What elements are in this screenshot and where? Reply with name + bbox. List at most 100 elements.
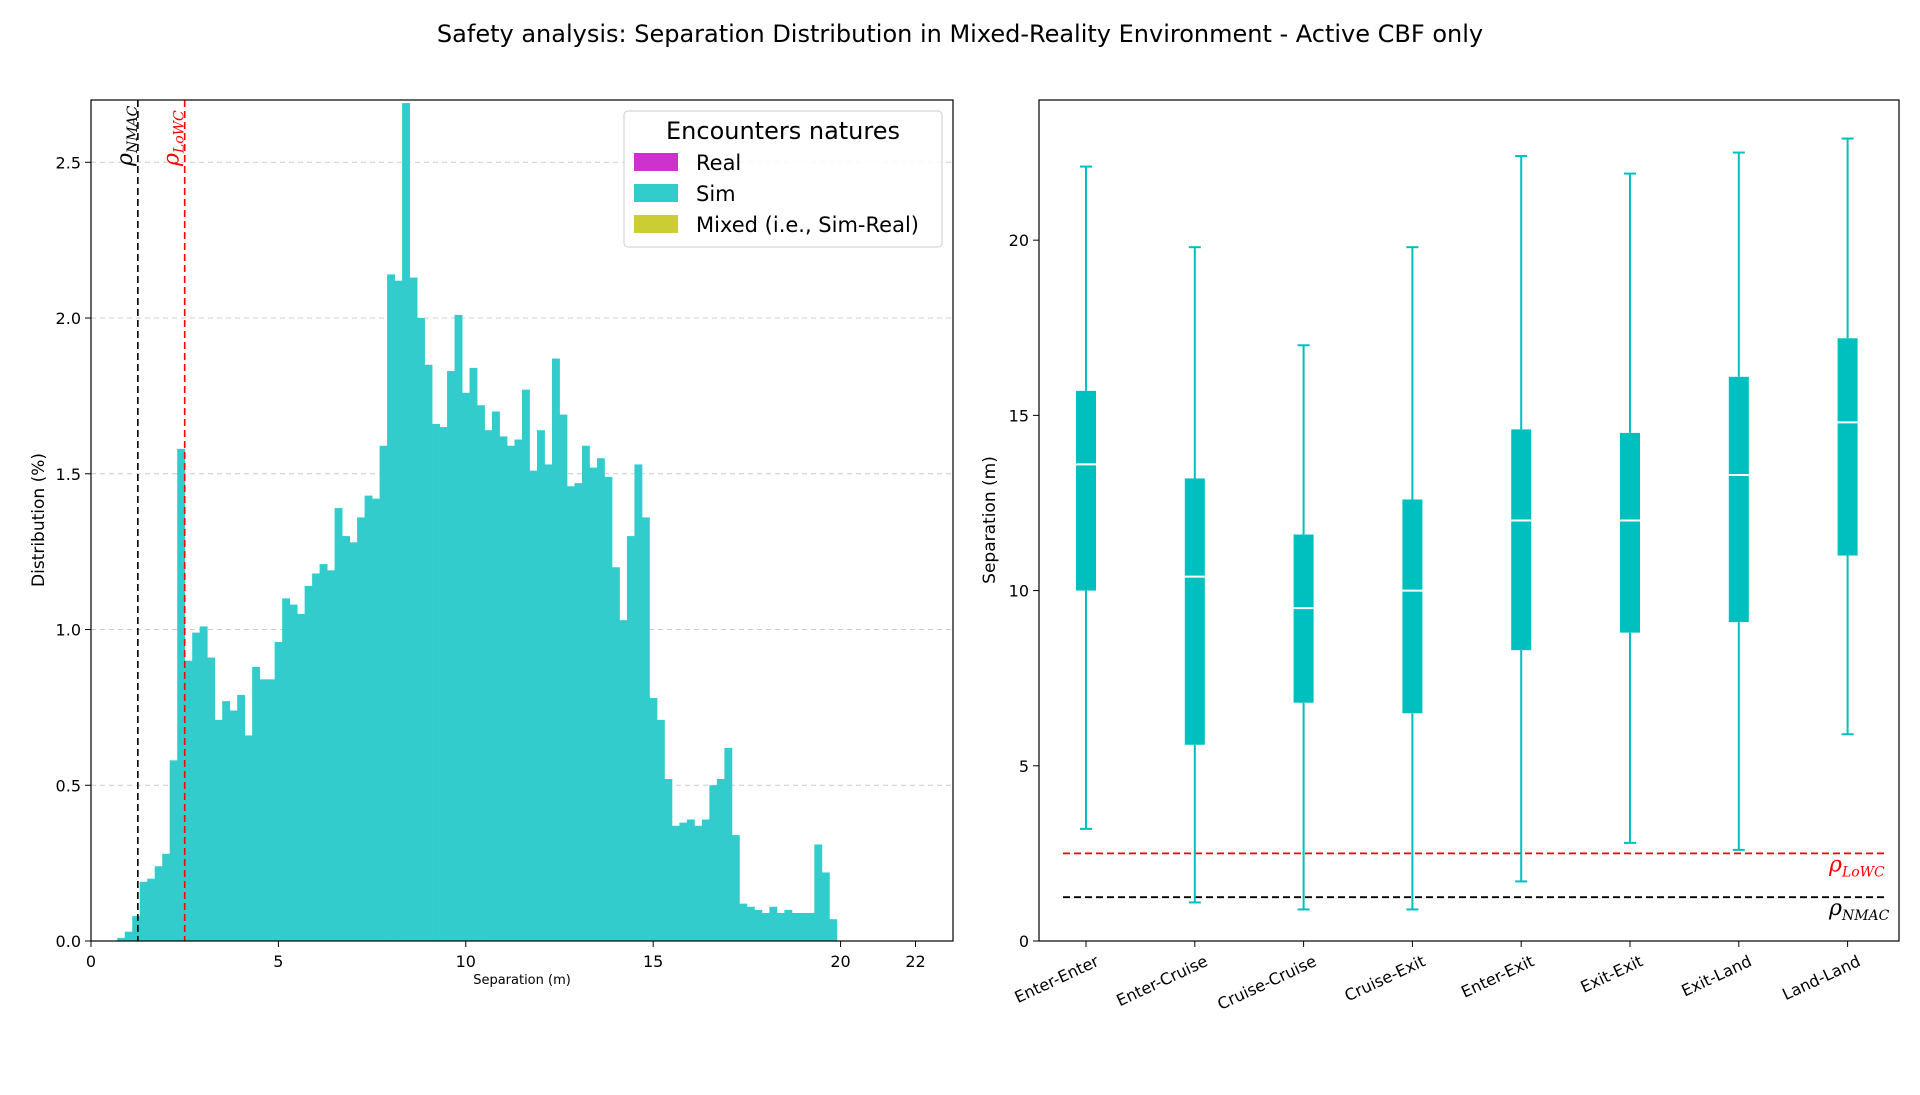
histogram-bar [634,464,643,941]
histogram-x-tick-label: 15 [643,952,663,971]
box-enter-exit [1511,155,1532,883]
histogram-bar [244,735,253,941]
ref-label-lowc: ρLoWC [1828,852,1885,880]
boxplot-category-label: Exit-Exit [1578,951,1646,996]
histogram-bar [536,430,545,941]
histogram-y-label: Distribution (%) [29,453,49,587]
boxplot-category-label: Enter-Cruise [1113,951,1210,1010]
boxplot-frame [1038,99,1900,942]
boxplot-boxes [1076,137,1858,911]
histogram-bar [484,430,493,941]
box-cruise-exit [1402,246,1423,911]
boxplot-y-tick-label: 10 [1009,582,1029,601]
histogram-bar [357,517,365,941]
histogram-x-tick-label: 10 [456,952,476,971]
histogram-bar [274,641,283,941]
histogram-bar [417,318,425,941]
histogram-bar [372,498,380,941]
histogram-bar [162,853,171,941]
histogram-bar [169,760,178,941]
histogram-bar [761,912,770,941]
histogram-y-tick-label: 2.5 [56,153,81,172]
histogram-frame [90,99,954,942]
boxplot-category-label: Cruise-Exit [1342,951,1429,1005]
histogram-bar [589,467,598,941]
histogram-bar [132,916,141,941]
histogram-bar [641,517,650,941]
histogram-bar [731,835,740,941]
histogram-bar [349,542,358,941]
histogram-bar [469,367,478,941]
histogram-bar [596,458,605,941]
histogram-bar [237,694,246,941]
histogram-panel: ρNMAC ρLoWC 0 5 10 15 20 22 0.0 0.5 1.0 1.5 2.0 2.5… [29,99,954,988]
boxplot-x-ticks: Enter-Enter Enter-Cruise Cruise-Cruise Crui… [1012,941,1863,1014]
histogram-bar [671,825,680,941]
histogram-x-tick-label: 20 [830,952,850,971]
histogram-x-label: Separation (m) [473,973,571,988]
legend-entry-sim: Sim [696,182,736,206]
legend-entry-real: Real [696,151,741,175]
box-exit-exit [1620,172,1640,844]
boxplot-category-label: Enter-Exit [1458,951,1537,1001]
box-iqr [1184,478,1205,745]
histogram-bar [791,912,800,941]
histogram-bar [776,912,785,941]
histogram-y-tick-label: 1.5 [56,465,81,484]
histogram-x-tick-label: 0 [86,952,96,971]
ref-label-nmac: ρNMAC [1828,896,1890,924]
histogram-bar [656,719,665,941]
histogram-bar [724,747,733,941]
legend-frame [623,110,943,248]
histogram-bar [619,620,628,941]
histogram-bar [559,414,568,941]
legend-title: Encounters natures [666,117,900,145]
histogram-bar [529,470,538,941]
boxplot-category-label: Exit-Land [1678,951,1754,1000]
histogram-bar [686,819,695,941]
histogram-bar [499,436,508,941]
box-iqr [1728,376,1749,623]
boxplot-y-label: Separation (m) [980,456,1000,584]
box-cruise-cruise [1293,344,1314,911]
histogram-bar [514,439,523,941]
ref-label-nmac: ρNMAC [113,105,141,167]
histogram-bar [701,819,710,941]
histogram-bar [439,427,448,941]
boxplot-category-label: Land-Land [1779,951,1863,1004]
histogram-bar [679,822,688,941]
histogram-bar [424,364,433,941]
histogram-x-tick-label: 5 [273,952,283,971]
histogram-bar [799,912,808,941]
histogram-y-tick-label: 1.0 [56,621,81,640]
histogram-bar [432,423,440,941]
histogram-bar [492,411,500,942]
legend-entry-mixed: Mixed (i.e., Sim-Real) [696,213,919,237]
histogram-bar [304,585,313,941]
histogram-bar [611,567,620,941]
box-iqr [1837,338,1858,556]
histogram-bar [334,508,343,941]
histogram-bar [769,906,778,941]
histogram-bar [746,906,755,941]
histogram-bar [664,779,673,941]
histogram-y-tick-label: 0.0 [56,932,81,951]
boxplot-y-tick-label: 0 [1019,932,1029,951]
histogram-bar [447,370,455,941]
boxplot-category-label: Enter-Enter [1012,951,1103,1007]
boxplot-y-ticks: 0 5 10 15 20 [1009,231,1039,951]
histogram-bar [477,405,485,942]
histogram-bar [814,844,823,941]
histogram-bar [394,280,403,941]
histogram-bar [207,657,216,941]
histogram-bar [117,937,126,941]
box-iqr [1076,390,1096,591]
histogram-x-tick-label: 22 [905,952,925,971]
histogram-bar [544,464,553,941]
histogram-bar [409,277,418,941]
histogram-bar [259,679,268,941]
box-iqr [1293,534,1314,703]
box-iqr [1620,432,1640,633]
histogram-bar [566,486,575,941]
